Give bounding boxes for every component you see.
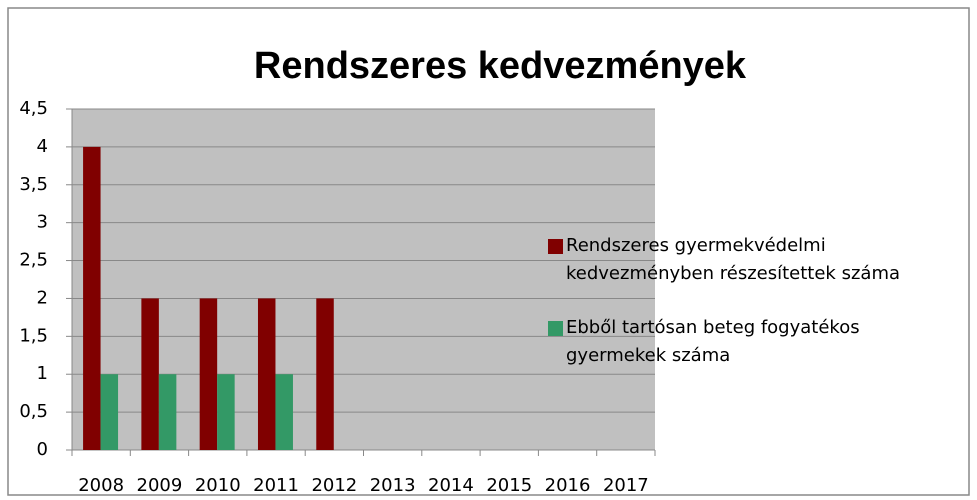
bar xyxy=(257,298,276,450)
y-tick-label: 4,5 xyxy=(19,98,48,119)
x-tick-label: 2013 xyxy=(370,475,416,496)
x-tick-label: 2009 xyxy=(137,475,183,496)
y-tick-label: 1 xyxy=(37,363,48,384)
bar xyxy=(158,374,177,450)
bar xyxy=(100,374,119,450)
legend-item: Rendszeres gyermekvédelmi kedvezményben … xyxy=(548,232,958,288)
legend-swatch xyxy=(548,321,563,336)
legend-label: Rendszeres gyermekvédelmi kedvezményben … xyxy=(566,235,901,284)
bar xyxy=(141,298,159,450)
x-tick-label: 2016 xyxy=(545,475,591,496)
y-tick-label: 1,5 xyxy=(19,325,48,346)
y-tick-label: 3,5 xyxy=(19,174,48,195)
x-tick-label: 2008 xyxy=(78,475,124,496)
bar xyxy=(83,146,101,450)
legend-swatch xyxy=(548,239,563,254)
x-tick-label: 2014 xyxy=(428,475,474,496)
legend-label: Ebből tartósan beteg fogyatékos gyermeke… xyxy=(566,317,860,366)
bar xyxy=(275,374,293,450)
x-tick-label: 2015 xyxy=(486,475,532,496)
y-tick-label: 3 xyxy=(37,212,48,233)
legend-item: Ebből tartósan beteg fogyatékos gyermeke… xyxy=(548,314,958,370)
bar xyxy=(316,298,334,450)
x-tick-label: 2011 xyxy=(253,475,299,496)
y-tick-label: 2 xyxy=(37,287,48,308)
x-tick-label: 2010 xyxy=(195,475,241,496)
y-tick-label: 2,5 xyxy=(19,250,48,271)
y-tick-label: 4 xyxy=(37,136,48,157)
chart-title: Rendszeres kedvezmények xyxy=(254,45,747,87)
y-tick-label: 0,5 xyxy=(19,401,48,422)
bar xyxy=(217,374,235,450)
y-tick-label: 0 xyxy=(37,439,48,460)
bar xyxy=(199,298,218,450)
x-tick-label: 2017 xyxy=(603,475,649,496)
x-tick-label: 2012 xyxy=(311,475,357,496)
